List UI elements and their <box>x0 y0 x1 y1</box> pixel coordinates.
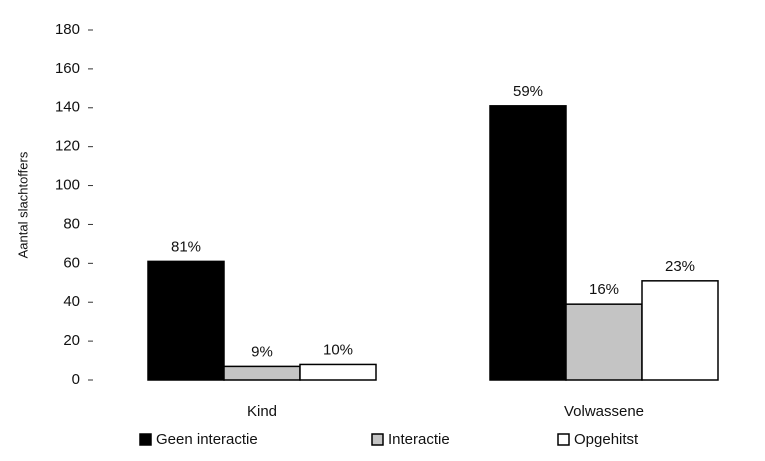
bar <box>147 260 225 381</box>
y-tick-label: 160 <box>55 60 80 77</box>
bar <box>565 303 643 381</box>
legend-swatch <box>557 433 570 446</box>
y-tick-label: 0 <box>72 371 80 388</box>
y-tick-label: 180 <box>55 21 80 38</box>
legend-label: Opgehitst <box>574 431 639 448</box>
percent-label: 59% <box>513 83 543 100</box>
percent-label: 10% <box>323 341 353 358</box>
y-tick-label: 20 <box>63 332 80 349</box>
percent-label: 81% <box>171 238 201 255</box>
percent-label: 9% <box>251 343 273 360</box>
legend-swatch <box>139 433 152 446</box>
y-axis-label: Aantal slachtoffers <box>15 151 30 258</box>
y-tick-label: 80 <box>63 215 80 232</box>
percent-label: 23% <box>665 258 695 275</box>
x-tick-label: Volwassene <box>564 403 644 420</box>
y-tick-label: 40 <box>63 293 80 310</box>
legend-label: Interactie <box>388 431 450 448</box>
legend-swatch <box>371 433 384 446</box>
y-tick-label: 120 <box>55 138 80 155</box>
bar <box>299 363 377 381</box>
legend-label: Geen interactie <box>156 431 258 448</box>
x-tick-label: Kind <box>247 403 277 420</box>
bar <box>223 365 301 381</box>
y-tick-label: 140 <box>55 99 80 116</box>
bar <box>489 105 567 381</box>
y-tick-label: 60 <box>63 254 80 271</box>
bar <box>641 280 719 381</box>
percent-label: 16% <box>589 281 619 298</box>
y-tick-label: 100 <box>55 177 80 194</box>
